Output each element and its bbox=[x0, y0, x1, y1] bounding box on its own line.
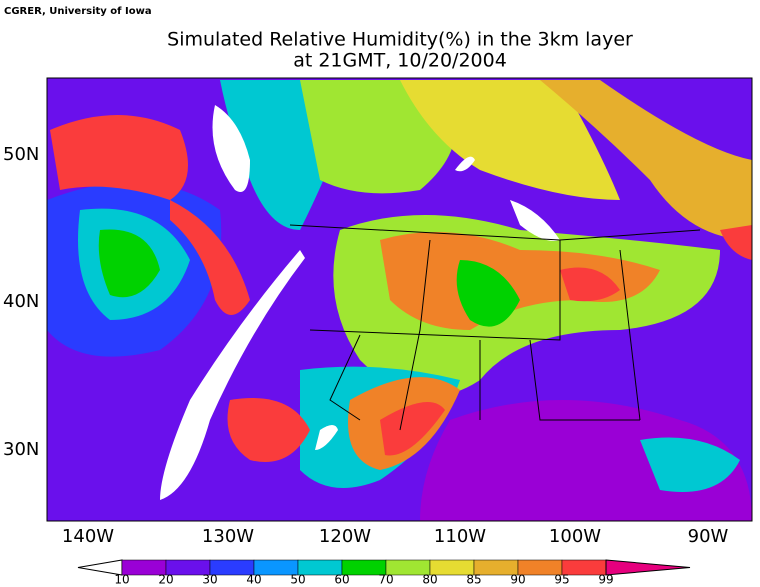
field-blob bbox=[98, 229, 160, 298]
field-blob bbox=[456, 260, 520, 327]
field-blob bbox=[400, 80, 620, 200]
title: Simulated Relative Humidity(%) in the 3k… bbox=[167, 29, 633, 51]
colorbar-label: 10 bbox=[114, 573, 129, 587]
credit: CGRER, University of Iowa bbox=[4, 6, 152, 17]
field-blob bbox=[600, 80, 752, 160]
lon-label: 110W bbox=[434, 526, 486, 547]
colorbar-over bbox=[605, 559, 691, 576]
field-blob bbox=[227, 398, 310, 462]
lat-label: 30N bbox=[3, 439, 39, 460]
colorbar-label: 60 bbox=[334, 573, 349, 587]
lon-label: 100W bbox=[549, 526, 601, 547]
subtitle: at 21GMT, 10/20/2004 bbox=[293, 50, 507, 72]
field-blob bbox=[380, 402, 445, 456]
lat-label: 40N bbox=[3, 291, 39, 312]
dry-area bbox=[315, 425, 338, 450]
field-blob bbox=[50, 115, 188, 200]
lon-label: 90W bbox=[688, 526, 729, 547]
field-blob bbox=[720, 225, 752, 260]
field-blob bbox=[560, 267, 620, 302]
humidity-field bbox=[47, 78, 752, 521]
colorbar-label: 80 bbox=[422, 573, 437, 587]
dry-area bbox=[160, 250, 305, 500]
dry-area bbox=[510, 200, 560, 241]
field-blob bbox=[170, 200, 250, 315]
colorbar-label: 99 bbox=[598, 573, 613, 587]
map-frame bbox=[46, 77, 753, 522]
dry-area bbox=[455, 156, 475, 172]
colorbar-label: 90 bbox=[510, 573, 525, 587]
colorbar-label: 20 bbox=[158, 573, 173, 587]
field-blob bbox=[380, 232, 660, 330]
colorbar-label: 70 bbox=[378, 573, 393, 587]
colorbar-label: 40 bbox=[246, 573, 261, 587]
colorbar-label: 95 bbox=[554, 573, 569, 587]
dry-area bbox=[212, 105, 250, 192]
colorbar-label: 85 bbox=[466, 573, 481, 587]
borders bbox=[289, 224, 701, 431]
lon-label: 130W bbox=[202, 526, 254, 547]
lat-label: 50N bbox=[3, 144, 39, 165]
field-blob bbox=[640, 437, 740, 492]
lon-label: 140W bbox=[62, 526, 114, 547]
colorbar-label: 30 bbox=[202, 573, 217, 587]
lon-label: 120W bbox=[319, 526, 371, 547]
colorbar-label: 50 bbox=[290, 573, 305, 587]
